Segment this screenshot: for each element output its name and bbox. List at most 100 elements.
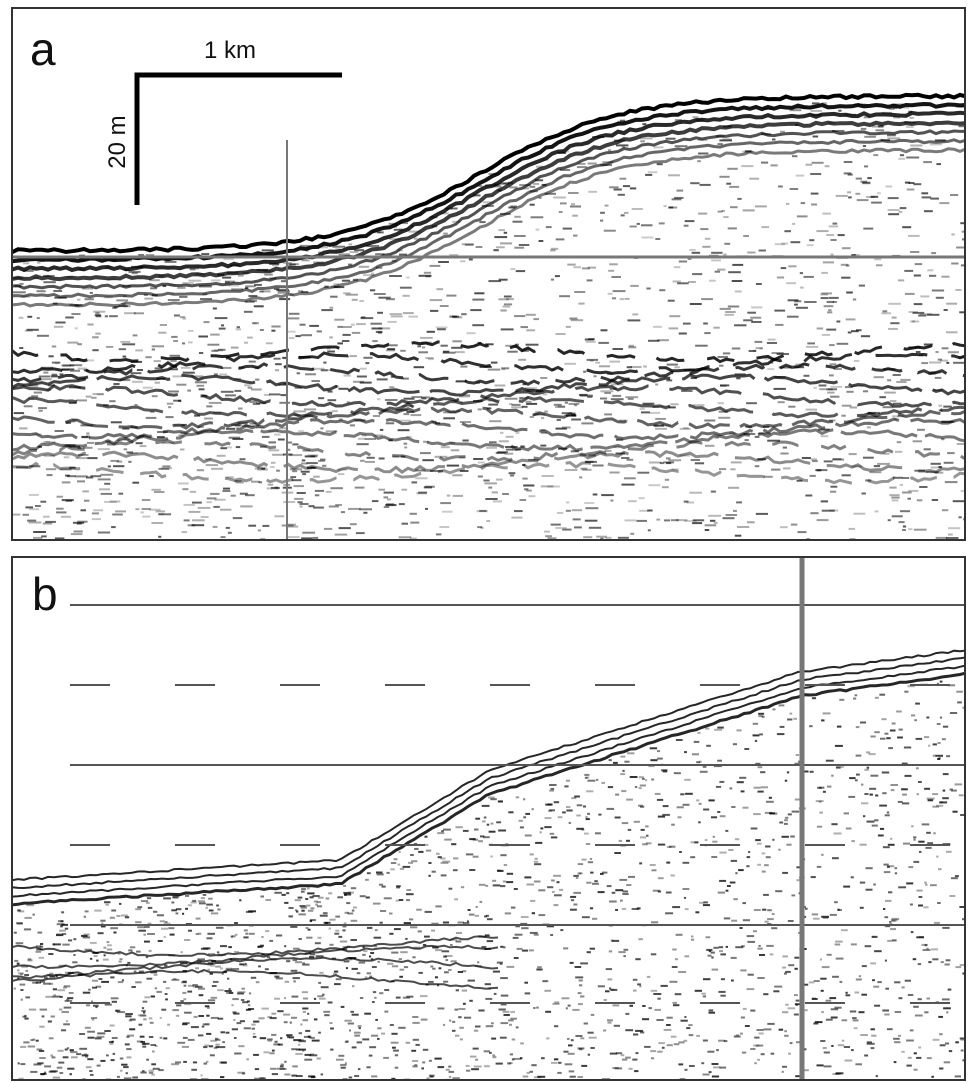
speckle	[959, 516, 962, 518]
speckle	[551, 788, 555, 790]
speckle	[198, 1015, 204, 1017]
speckle	[245, 933, 247, 935]
speckle	[436, 327, 448, 329]
speckle	[589, 527, 601, 529]
speckle	[432, 871, 436, 873]
speckle	[209, 402, 222, 404]
speckle	[344, 1020, 351, 1022]
speckle	[540, 831, 542, 833]
speckle	[137, 906, 142, 908]
speckle	[191, 1069, 197, 1071]
speckle	[685, 220, 695, 222]
speckle	[378, 961, 380, 963]
speckle	[578, 303, 584, 305]
speckle	[614, 1025, 620, 1027]
speckle	[122, 979, 124, 981]
speckle	[33, 531, 46, 533]
speckle	[155, 1045, 158, 1047]
speckle	[882, 310, 887, 312]
speckle	[253, 1033, 256, 1035]
speckle	[956, 966, 962, 968]
speckle	[525, 813, 530, 815]
speckle	[58, 1050, 64, 1052]
speckle	[485, 983, 491, 985]
speckle	[111, 997, 119, 999]
speckle	[751, 306, 762, 308]
speckle	[48, 1021, 52, 1023]
speckle	[615, 794, 619, 796]
speckle	[892, 723, 896, 725]
speckle	[719, 139, 732, 141]
speckle	[357, 443, 369, 445]
speckle	[185, 895, 189, 897]
speckle	[821, 435, 829, 437]
speckle	[861, 335, 870, 337]
speckle	[393, 1050, 399, 1052]
speckle	[719, 946, 723, 948]
speckle	[874, 950, 882, 952]
speckle	[469, 259, 473, 261]
speckle	[719, 1067, 726, 1069]
speckle	[477, 961, 479, 963]
speckle	[370, 289, 375, 291]
speckle	[450, 944, 453, 946]
speckle	[796, 754, 800, 756]
speckle	[668, 300, 675, 302]
speckle	[532, 912, 535, 914]
speckle	[95, 333, 101, 335]
speckle	[724, 243, 730, 245]
speckle	[904, 747, 911, 749]
speckle	[767, 342, 777, 344]
speckle	[377, 873, 384, 875]
speckle	[37, 335, 49, 337]
speckle	[92, 987, 97, 989]
speckle	[889, 487, 896, 489]
speckle	[516, 796, 520, 798]
speckle	[870, 794, 873, 796]
speckle	[160, 1037, 163, 1039]
speckle	[742, 902, 746, 904]
speckle	[504, 1014, 510, 1016]
speckle	[905, 775, 912, 777]
speckle	[884, 392, 896, 394]
speckle	[120, 341, 130, 343]
speckle	[85, 910, 89, 912]
speckle	[469, 869, 475, 871]
speckle	[899, 521, 905, 523]
speckle	[244, 384, 251, 386]
speckle	[284, 997, 286, 999]
speckle	[711, 856, 717, 858]
speckle	[309, 325, 319, 327]
speckle	[657, 750, 660, 752]
speckle	[125, 1013, 133, 1015]
speckle	[743, 807, 749, 809]
speckle	[910, 117, 914, 119]
speckle	[320, 427, 323, 429]
speckle	[427, 331, 435, 333]
speckle	[753, 734, 760, 736]
speckle	[166, 416, 174, 418]
speckle	[917, 793, 920, 795]
speckle	[779, 704, 785, 706]
speckle	[384, 989, 389, 991]
speckle	[937, 742, 940, 744]
speckle	[663, 770, 668, 772]
speckle	[637, 472, 649, 474]
speckle	[461, 886, 464, 888]
speckle	[131, 986, 136, 988]
speckle	[568, 1053, 575, 1055]
speckle	[421, 1067, 424, 1069]
speckle	[199, 994, 204, 996]
speckle	[590, 907, 593, 909]
speckle	[284, 945, 286, 947]
speckle	[615, 889, 623, 891]
speckle	[485, 998, 492, 1000]
speckle	[400, 287, 412, 289]
speckle	[495, 385, 506, 387]
speckle	[234, 550, 246, 552]
speckle	[466, 853, 473, 855]
speckle	[507, 966, 515, 968]
speckle	[97, 1036, 105, 1038]
speckle	[498, 801, 503, 803]
speckle	[416, 492, 426, 494]
